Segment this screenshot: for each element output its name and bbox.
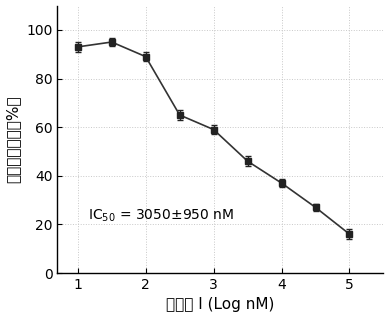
X-axis label: 化合物 I (Log nM): 化合物 I (Log nM) [166,297,275,313]
Text: IC$_{50}$ = 3050±950 nM: IC$_{50}$ = 3050±950 nM [88,208,234,224]
Y-axis label: 相对细胞活力（%）: 相对细胞活力（%） [5,95,21,183]
